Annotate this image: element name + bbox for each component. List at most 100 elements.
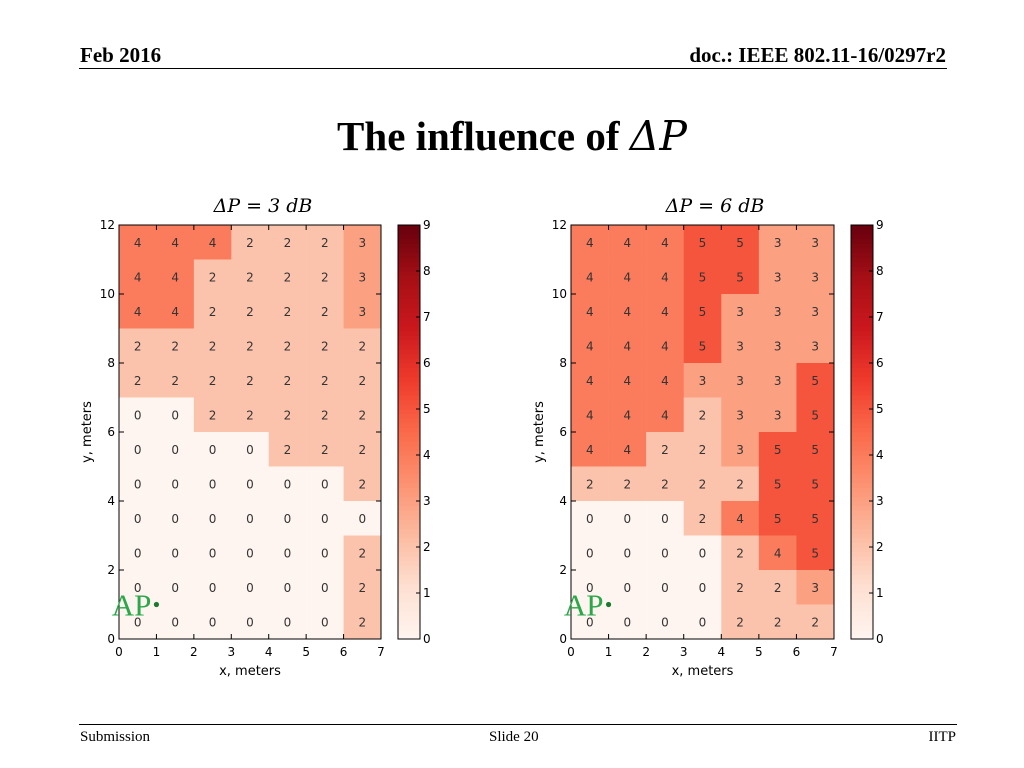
chart2-cell <box>646 535 685 571</box>
chart1-cell-label: 2 <box>246 270 254 284</box>
chart1-cell-label: 4 <box>171 305 179 319</box>
chart1-colorbar-tick-label: 7 <box>423 310 431 324</box>
chart1-colorbar-segment <box>398 482 420 488</box>
chart1-colorbar-segment <box>398 551 420 557</box>
chart2-cell <box>758 604 797 640</box>
chart2-colorbar-segment <box>851 611 873 617</box>
chart2-colorbar-segment <box>851 459 873 465</box>
chart1-cell-label: 0 <box>246 512 254 526</box>
chart1-cell <box>119 328 157 364</box>
chart2-cell-label: 2 <box>624 477 632 491</box>
chart1-colorbar-segment <box>398 390 420 396</box>
chart1-x-tick-label: 4 <box>265 645 273 659</box>
chart2-colorbar-segment <box>851 376 873 382</box>
chart1-cell-label: 0 <box>358 512 366 526</box>
chart1-cell <box>156 570 195 605</box>
chart2-colorbar-segment <box>851 284 873 290</box>
chart1-colorbar-segment <box>398 266 420 272</box>
chart2-cell <box>608 328 647 364</box>
chart2-colorbar-segment <box>851 491 873 497</box>
chart1-cell-label: 2 <box>321 305 329 319</box>
chart1-colorbar-segment <box>398 335 420 341</box>
chart1-cell <box>119 501 157 536</box>
chart2-colorbar-segment <box>851 409 873 414</box>
chart1-cell <box>306 535 344 571</box>
chart1-cell <box>156 466 195 502</box>
chart1-y-tick-label: 0 <box>107 632 115 646</box>
chart1-x-tick-label: 1 <box>153 645 161 659</box>
chart2-cell <box>608 397 647 433</box>
chart2-cell-label: 0 <box>624 512 632 526</box>
chart1-colorbar-segment <box>398 257 420 263</box>
chart2-colorbar-segment <box>851 510 873 516</box>
chart1-colorbar-segment <box>398 565 420 571</box>
chart2-cell <box>571 501 609 536</box>
chart1-colorbar-segment <box>398 583 420 589</box>
chart2-colorbar-segment <box>851 482 873 488</box>
chart2-cell-label: 3 <box>736 408 744 422</box>
chart2-colorbar-segment <box>851 344 873 350</box>
chart1-y-tick-label: 10 <box>100 287 115 301</box>
chart1-colorbar-segment <box>398 243 420 249</box>
chart1-cell <box>306 570 344 605</box>
chart2-colorbar-segment <box>851 473 873 479</box>
chart2-cell-label: 3 <box>699 374 707 388</box>
chart2-cell-label: 3 <box>811 270 819 284</box>
chart2-cell <box>683 570 722 605</box>
chart1-colorbar-segment <box>398 418 420 424</box>
chart1-colorbar-segment <box>398 556 420 562</box>
chart2-y-tick-label: 12 <box>552 218 567 232</box>
chart2-x-tick-label: 6 <box>793 645 801 659</box>
chart2-cell <box>571 570 609 605</box>
chart2-cell-label: 4 <box>586 236 594 250</box>
chart2-cell <box>721 259 760 295</box>
chart1-cell <box>156 259 195 295</box>
chart1-cell-label: 2 <box>321 339 329 353</box>
chart1-colorbar-segment <box>398 432 420 437</box>
chart1-cell <box>343 432 382 467</box>
chart2-cell <box>758 397 797 433</box>
chart1-colorbar-frame <box>397 224 421 640</box>
chart2-cell-label: 2 <box>736 546 744 560</box>
chart1-cell-label: 0 <box>321 477 329 491</box>
chart2-cell <box>683 535 722 571</box>
chart2-cell-label: 0 <box>586 615 594 629</box>
chart2-cell <box>683 294 722 329</box>
chart1-cell-label: 0 <box>209 615 217 629</box>
chart1-cell <box>306 294 344 329</box>
chart1-colorbar-segment <box>398 542 420 548</box>
chart2-colorbar-segment <box>851 427 873 433</box>
chart2-cell <box>608 294 647 329</box>
chart1-cell <box>306 397 344 433</box>
chart2-cell-label: 4 <box>586 443 594 457</box>
chart2-x-tick-label: 1 <box>605 645 613 659</box>
chart1-cell <box>268 225 307 260</box>
chart2-colorbar-segment <box>851 468 873 474</box>
chart1-colorbar-segment <box>398 321 420 327</box>
chart1-cell <box>119 432 157 467</box>
chart1-cell <box>156 604 195 640</box>
header-date: Feb 2016 <box>80 43 162 67</box>
chart1-cell <box>156 363 195 398</box>
chart1-cell <box>119 294 157 329</box>
chart2-cell <box>683 466 722 502</box>
chart1-colorbar-segment <box>398 445 420 451</box>
chart1-colorbar-segment <box>398 519 420 525</box>
chart2-colorbar-segment <box>851 616 873 621</box>
chart2-colorbar-segment <box>851 528 873 534</box>
slide-title: The influence of ΔP <box>0 112 1024 160</box>
chart2-cell-label: 4 <box>661 236 669 250</box>
chart1-colorbar-segment <box>398 294 420 299</box>
chart1-cell-label: 2 <box>321 443 329 457</box>
chart1-cell-label: 2 <box>358 615 366 629</box>
chart1-colorbar-tick-label: 9 <box>423 218 431 232</box>
chart1-colorbar-segment <box>398 528 420 534</box>
chart2-colorbar-segment <box>851 399 873 405</box>
chart2-colorbar-segment <box>851 514 873 520</box>
chart1-cell-label: 2 <box>358 581 366 595</box>
chart1-cell-label: 0 <box>284 546 292 560</box>
chart1-colorbar-segment <box>398 271 420 276</box>
chart1-cell <box>231 604 270 640</box>
chart2-cell <box>758 328 797 364</box>
